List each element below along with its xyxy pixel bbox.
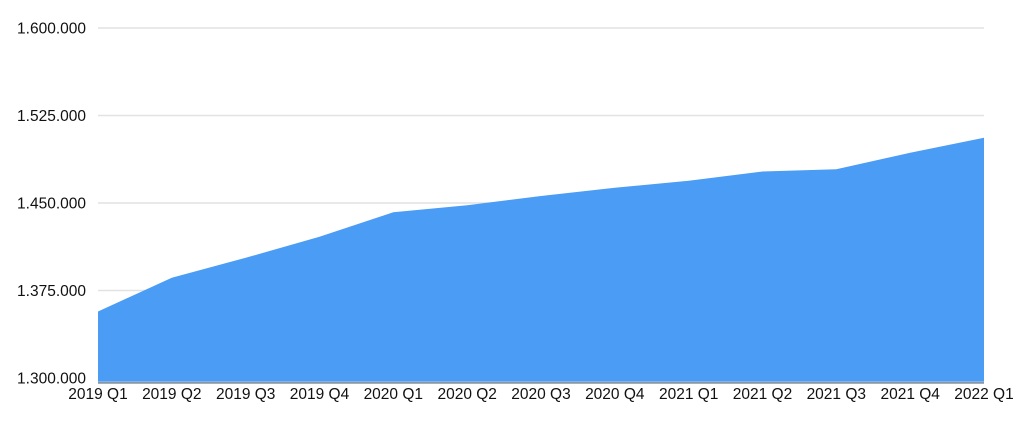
y-axis-tick-label: 1.600.000 xyxy=(17,21,86,38)
x-axis-tick-label: 2019 Q4 xyxy=(290,386,350,403)
x-axis-tick-label: 2020 Q4 xyxy=(585,386,645,403)
x-axis-tick-label: 2021 Q2 xyxy=(733,386,792,403)
x-axis-tick-label: 2020 Q1 xyxy=(364,386,423,403)
x-axis-tick-label: 2021 Q1 xyxy=(659,386,718,403)
x-axis-tick-label: 2020 Q2 xyxy=(437,386,496,403)
y-axis-tick-label: 1.450.000 xyxy=(17,196,86,213)
x-axis-tick-label: 2022 Q1 xyxy=(954,386,1013,403)
y-axis-tick-label: 1.375.000 xyxy=(17,283,86,300)
x-axis-tick-label: 2019 Q3 xyxy=(216,386,275,403)
x-axis-tick-label: 2019 Q1 xyxy=(68,386,127,403)
y-axis-tick-label: 1.300.000 xyxy=(17,371,86,388)
x-axis-tick-label: 2021 Q4 xyxy=(880,386,940,403)
x-axis-tick-label: 2020 Q3 xyxy=(511,386,570,403)
x-axis-tick-label: 2019 Q2 xyxy=(142,386,201,403)
y-axis-tick-label: 1.525.000 xyxy=(17,108,86,125)
area-series xyxy=(98,137,984,382)
x-axis-tick-label: 2021 Q3 xyxy=(807,386,866,403)
